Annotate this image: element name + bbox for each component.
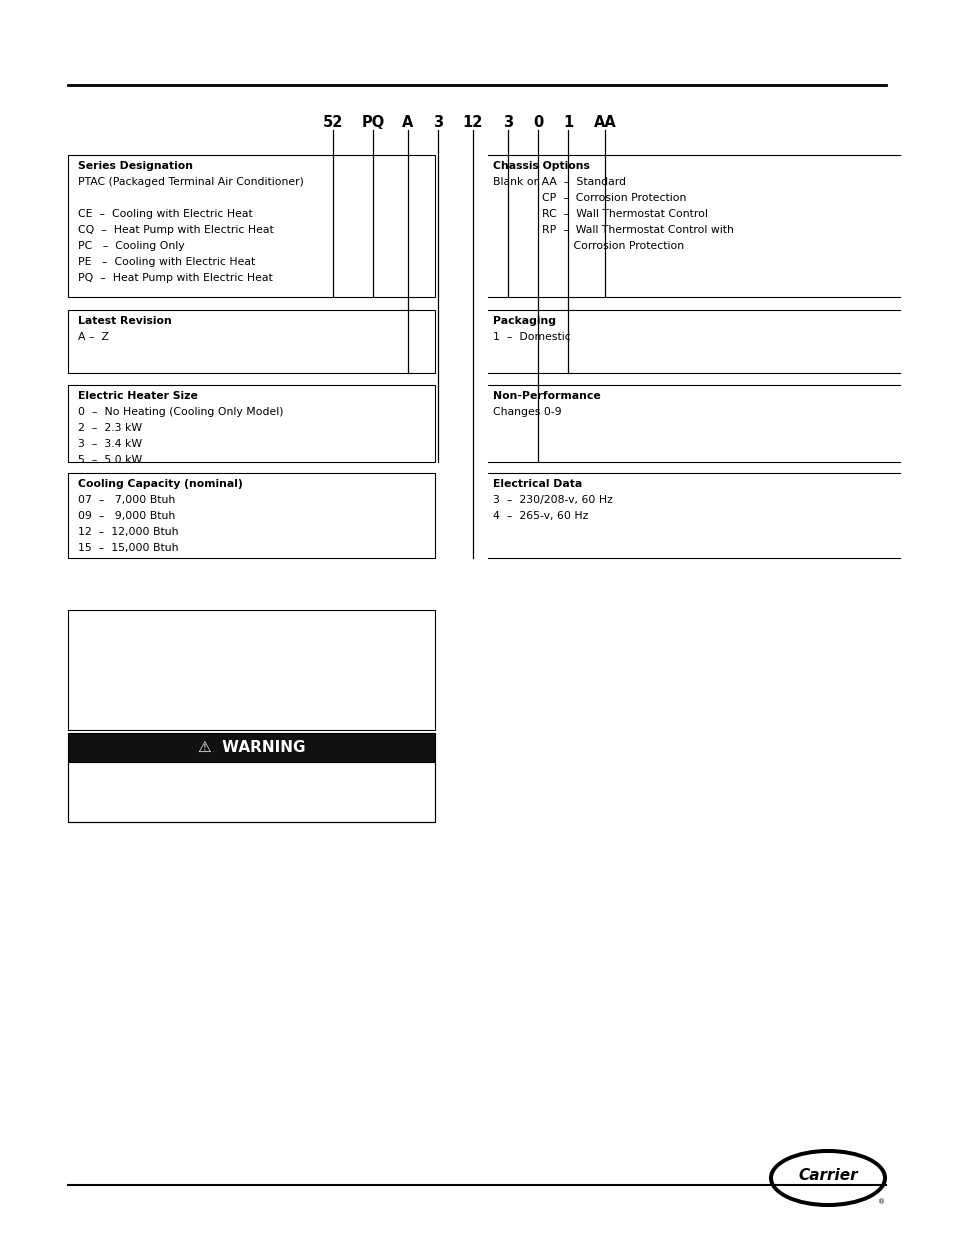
- Bar: [68, 762, 435, 823]
- Text: Cooling Capacity (nominal): Cooling Capacity (nominal): [78, 479, 242, 489]
- Bar: [68, 156, 435, 296]
- Text: Electrical Data: Electrical Data: [493, 479, 581, 489]
- Text: Changes 0-9: Changes 0-9: [493, 408, 561, 417]
- Text: RP  –  Wall Thermostat Control with: RP – Wall Thermostat Control with: [493, 225, 733, 235]
- Ellipse shape: [772, 1153, 882, 1203]
- Text: 07  –   7,000 Btuh: 07 – 7,000 Btuh: [78, 495, 175, 505]
- Text: Series Designation: Series Designation: [78, 161, 193, 170]
- Text: 15  –  15,000 Btuh: 15 – 15,000 Btuh: [78, 543, 178, 553]
- Text: Chassis Options: Chassis Options: [493, 161, 589, 170]
- Bar: [68, 734, 435, 762]
- Text: RC  –  Wall Thermostat Control: RC – Wall Thermostat Control: [493, 209, 707, 219]
- Text: 4  –  265-v, 60 Hz: 4 – 265-v, 60 Hz: [493, 511, 588, 521]
- Bar: [68, 610, 435, 730]
- Text: ⚠  WARNING: ⚠ WARNING: [197, 740, 305, 755]
- Ellipse shape: [769, 1150, 885, 1207]
- Text: 3: 3: [433, 115, 442, 130]
- Text: Corrosion Protection: Corrosion Protection: [493, 241, 683, 251]
- Text: ®: ®: [878, 1199, 884, 1205]
- Text: Blank or AA  –  Standard: Blank or AA – Standard: [493, 177, 625, 186]
- Text: PE   –  Cooling with Electric Heat: PE – Cooling with Electric Heat: [78, 257, 255, 267]
- Bar: [68, 310, 435, 373]
- Text: PQ  –  Heat Pump with Electric Heat: PQ – Heat Pump with Electric Heat: [78, 273, 273, 283]
- Text: 1: 1: [562, 115, 573, 130]
- Text: CP  –  Corrosion Protection: CP – Corrosion Protection: [493, 193, 685, 203]
- Bar: [68, 734, 435, 823]
- Bar: [68, 473, 435, 558]
- Text: A: A: [402, 115, 414, 130]
- Text: 09  –   9,000 Btuh: 09 – 9,000 Btuh: [78, 511, 175, 521]
- Text: 0  –  No Heating (Cooling Only Model): 0 – No Heating (Cooling Only Model): [78, 408, 283, 417]
- Text: AA: AA: [593, 115, 616, 130]
- Text: CE  –  Cooling with Electric Heat: CE – Cooling with Electric Heat: [78, 209, 253, 219]
- Text: 2  –  2.3 kW: 2 – 2.3 kW: [78, 424, 142, 433]
- Text: 3  –  3.4 kW: 3 – 3.4 kW: [78, 438, 142, 450]
- Text: PQ: PQ: [361, 115, 384, 130]
- Text: 3  –  230/208-v, 60 Hz: 3 – 230/208-v, 60 Hz: [493, 495, 612, 505]
- Text: 5  –  5.0 kW: 5 – 5.0 kW: [78, 454, 142, 466]
- Text: 1  –  Domestic: 1 – Domestic: [493, 332, 570, 342]
- Text: A –  Z: A – Z: [78, 332, 109, 342]
- Text: 0: 0: [533, 115, 542, 130]
- Text: 12: 12: [462, 115, 482, 130]
- Bar: [68, 385, 435, 462]
- Text: 12  –  12,000 Btuh: 12 – 12,000 Btuh: [78, 527, 178, 537]
- Text: Non-Performance: Non-Performance: [493, 391, 600, 401]
- Text: Carrier: Carrier: [798, 1168, 857, 1183]
- Text: Electric Heater Size: Electric Heater Size: [78, 391, 197, 401]
- Text: Latest Revision: Latest Revision: [78, 316, 172, 326]
- Text: CQ  –  Heat Pump with Electric Heat: CQ – Heat Pump with Electric Heat: [78, 225, 274, 235]
- Text: 3: 3: [502, 115, 513, 130]
- Text: PC   –  Cooling Only: PC – Cooling Only: [78, 241, 185, 251]
- Text: 52: 52: [322, 115, 343, 130]
- Text: PTAC (Packaged Terminal Air Conditioner): PTAC (Packaged Terminal Air Conditioner): [78, 177, 304, 186]
- Text: Packaging: Packaging: [493, 316, 556, 326]
